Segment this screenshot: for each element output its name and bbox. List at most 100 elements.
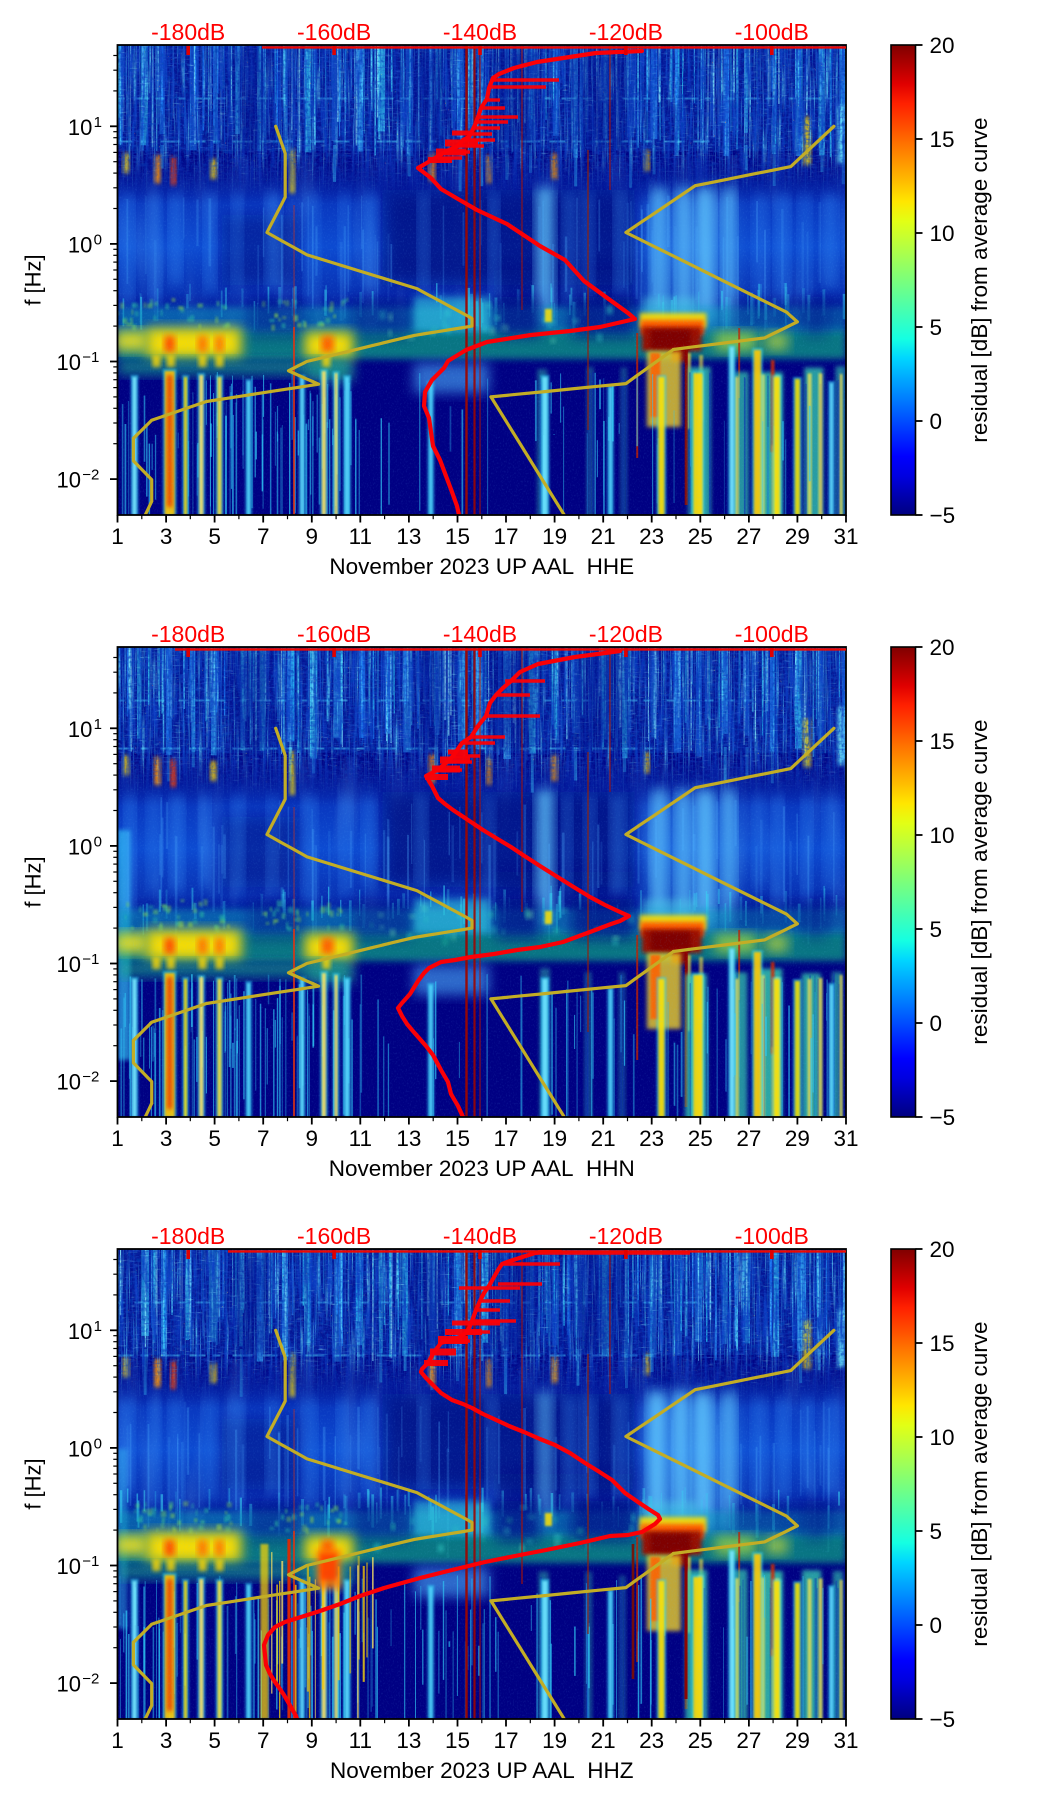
svg-text:25: 25 bbox=[688, 1728, 713, 1753]
svg-text:−2: −2 bbox=[82, 1671, 99, 1688]
svg-text:7: 7 bbox=[257, 524, 270, 549]
svg-text:10: 10 bbox=[57, 1554, 81, 1579]
svg-text:5: 5 bbox=[930, 917, 943, 942]
svg-text:23: 23 bbox=[639, 1126, 664, 1151]
svg-text:17: 17 bbox=[493, 524, 518, 549]
svg-text:31: 31 bbox=[833, 524, 858, 549]
svg-text:13: 13 bbox=[396, 524, 421, 549]
svg-text:27: 27 bbox=[736, 1728, 761, 1753]
svg-text:15: 15 bbox=[930, 1331, 955, 1356]
svg-text:1: 1 bbox=[111, 1728, 124, 1753]
svg-text:15: 15 bbox=[930, 729, 955, 754]
svg-text:0: 0 bbox=[94, 232, 102, 249]
svg-text:-100dB: -100dB bbox=[735, 1223, 809, 1249]
svg-text:f [Hz]: f [Hz] bbox=[21, 254, 46, 305]
svg-text:-140dB: -140dB bbox=[443, 621, 517, 647]
svg-text:17: 17 bbox=[493, 1126, 518, 1151]
svg-text:0: 0 bbox=[930, 1011, 943, 1036]
svg-text:−1: −1 bbox=[82, 349, 99, 366]
svg-text:5: 5 bbox=[208, 524, 221, 549]
svg-text:1: 1 bbox=[111, 1126, 124, 1151]
svg-text:10: 10 bbox=[68, 1319, 92, 1344]
svg-text:-120dB: -120dB bbox=[589, 1223, 663, 1249]
svg-text:residual [dB] from average cur: residual [dB] from average curve bbox=[967, 117, 992, 442]
svg-text:21: 21 bbox=[591, 1126, 616, 1151]
svg-text:1: 1 bbox=[94, 1318, 102, 1335]
svg-text:5: 5 bbox=[208, 1126, 221, 1151]
svg-text:13: 13 bbox=[396, 1126, 421, 1151]
svg-text:November 2023 UP AAL HHN: November 2023 UP AAL HHN bbox=[329, 1156, 635, 1181]
svg-text:1: 1 bbox=[111, 524, 124, 549]
svg-text:10: 10 bbox=[930, 823, 955, 848]
svg-text:-180dB: -180dB bbox=[151, 1223, 225, 1249]
svg-text:29: 29 bbox=[785, 1728, 810, 1753]
svg-text:7: 7 bbox=[257, 1728, 270, 1753]
svg-text:−5: −5 bbox=[930, 503, 956, 528]
svg-text:−1: −1 bbox=[82, 1553, 99, 1570]
svg-text:20: 20 bbox=[930, 33, 955, 58]
svg-text:9: 9 bbox=[306, 1126, 319, 1151]
svg-text:11: 11 bbox=[349, 524, 372, 549]
svg-text:25: 25 bbox=[688, 524, 713, 549]
svg-text:19: 19 bbox=[542, 1126, 567, 1151]
svg-text:15: 15 bbox=[445, 524, 470, 549]
svg-text:1: 1 bbox=[94, 114, 102, 131]
svg-text:-160dB: -160dB bbox=[297, 19, 371, 45]
svg-text:f [Hz]: f [Hz] bbox=[21, 1458, 46, 1509]
svg-text:0: 0 bbox=[930, 409, 943, 434]
svg-text:10: 10 bbox=[57, 1672, 81, 1697]
svg-text:−5: −5 bbox=[930, 1105, 956, 1130]
svg-text:10: 10 bbox=[68, 115, 92, 140]
svg-text:-180dB: -180dB bbox=[151, 621, 225, 647]
svg-text:10: 10 bbox=[930, 1425, 955, 1450]
svg-text:10: 10 bbox=[57, 468, 81, 493]
svg-text:f [Hz]: f [Hz] bbox=[21, 856, 46, 907]
svg-text:19: 19 bbox=[542, 1728, 567, 1753]
svg-text:-140dB: -140dB bbox=[443, 19, 517, 45]
svg-text:23: 23 bbox=[639, 524, 664, 549]
svg-text:−1: −1 bbox=[82, 951, 99, 968]
svg-text:10: 10 bbox=[57, 350, 81, 375]
svg-text:3: 3 bbox=[160, 1126, 173, 1151]
svg-text:15: 15 bbox=[930, 127, 955, 152]
svg-text:-100dB: -100dB bbox=[735, 19, 809, 45]
svg-text:-120dB: -120dB bbox=[589, 621, 663, 647]
svg-text:17: 17 bbox=[493, 1728, 518, 1753]
svg-text:−2: −2 bbox=[82, 467, 99, 484]
svg-text:10: 10 bbox=[57, 952, 81, 977]
svg-text:−5: −5 bbox=[930, 1707, 956, 1732]
svg-text:29: 29 bbox=[785, 1126, 810, 1151]
svg-text:residual [dB] from average cur: residual [dB] from average curve bbox=[967, 1321, 992, 1646]
svg-text:21: 21 bbox=[591, 524, 616, 549]
svg-text:9: 9 bbox=[306, 1728, 319, 1753]
svg-text:November 2023 UP AAL HHZ: November 2023 UP AAL HHZ bbox=[330, 1758, 634, 1783]
svg-text:5: 5 bbox=[208, 1728, 221, 1753]
svg-text:−2: −2 bbox=[82, 1069, 99, 1086]
svg-text:residual [dB] from average cur: residual [dB] from average curve bbox=[967, 719, 992, 1044]
svg-text:November 2023 UP AAL HHE: November 2023 UP AAL HHE bbox=[329, 554, 634, 579]
svg-text:10: 10 bbox=[68, 1437, 92, 1462]
svg-text:10: 10 bbox=[68, 233, 92, 258]
svg-text:9: 9 bbox=[306, 524, 319, 549]
svg-text:23: 23 bbox=[639, 1728, 664, 1753]
svg-text:27: 27 bbox=[736, 1126, 761, 1151]
svg-text:15: 15 bbox=[445, 1728, 470, 1753]
svg-text:20: 20 bbox=[930, 1237, 955, 1262]
svg-text:31: 31 bbox=[833, 1728, 858, 1753]
svg-text:3: 3 bbox=[160, 1728, 173, 1753]
svg-text:10: 10 bbox=[68, 717, 92, 742]
svg-text:7: 7 bbox=[257, 1126, 270, 1151]
svg-text:11: 11 bbox=[349, 1728, 372, 1753]
svg-text:0: 0 bbox=[930, 1613, 943, 1638]
svg-text:1: 1 bbox=[94, 716, 102, 733]
svg-text:-140dB: -140dB bbox=[443, 1223, 517, 1249]
svg-text:-180dB: -180dB bbox=[151, 19, 225, 45]
svg-text:10: 10 bbox=[57, 1070, 81, 1095]
svg-text:-100dB: -100dB bbox=[735, 621, 809, 647]
svg-text:5: 5 bbox=[930, 315, 943, 340]
svg-text:-160dB: -160dB bbox=[297, 1223, 371, 1249]
svg-text:0: 0 bbox=[94, 1436, 102, 1453]
svg-text:20: 20 bbox=[930, 635, 955, 660]
svg-text:19: 19 bbox=[542, 524, 567, 549]
svg-text:10: 10 bbox=[930, 221, 955, 246]
